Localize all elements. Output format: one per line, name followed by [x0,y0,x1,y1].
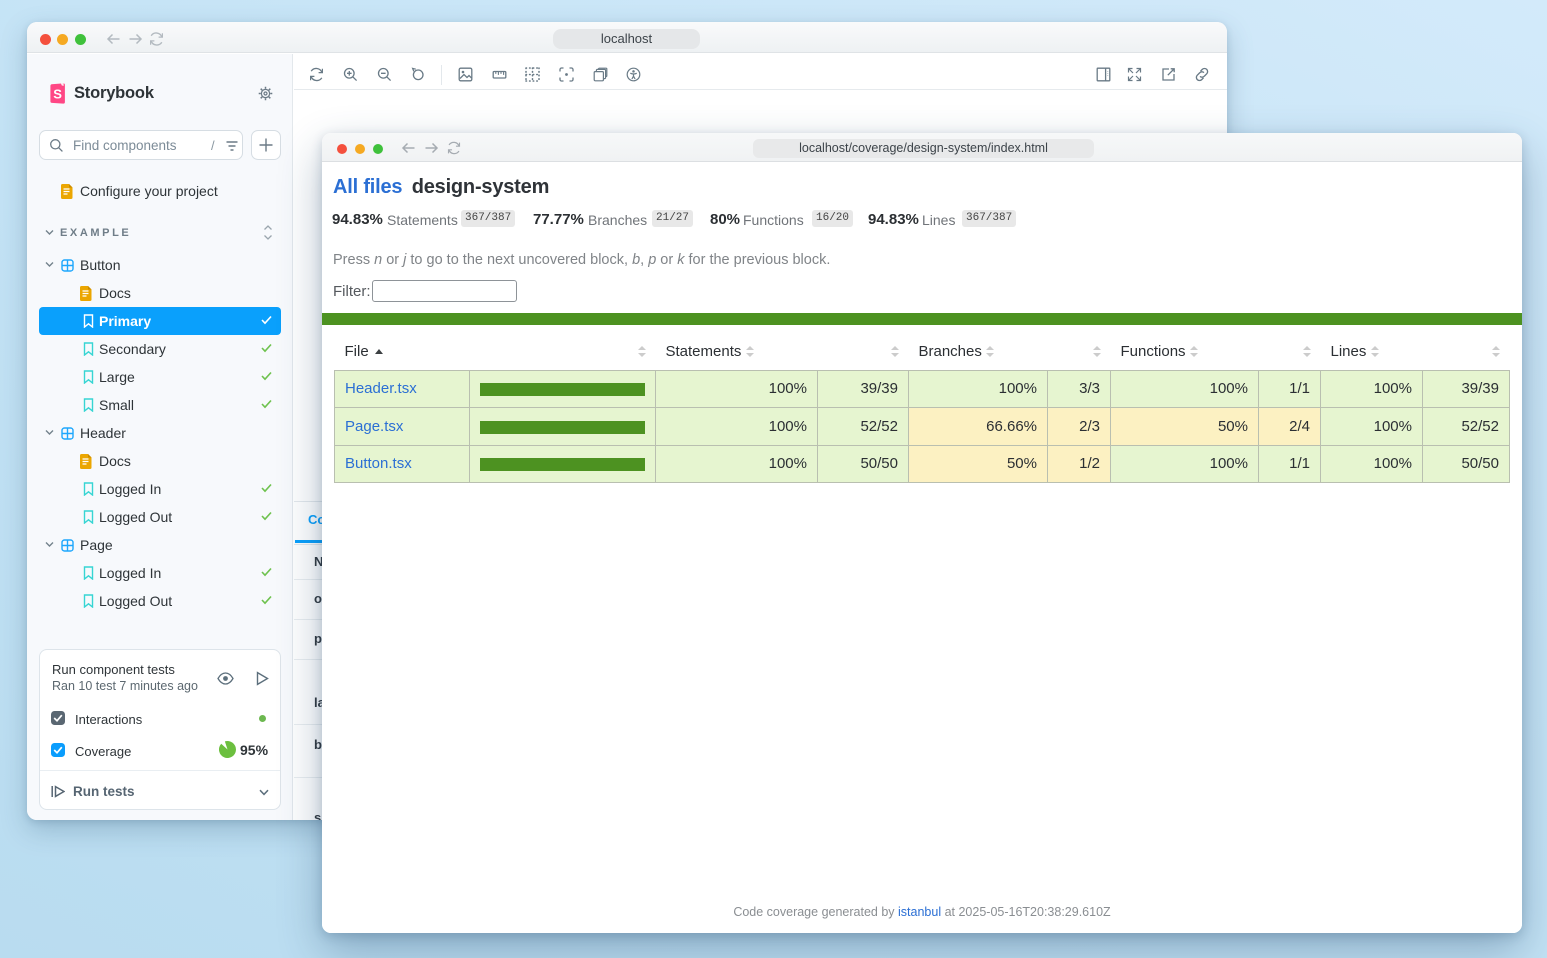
svg-text:S: S [53,86,62,101]
